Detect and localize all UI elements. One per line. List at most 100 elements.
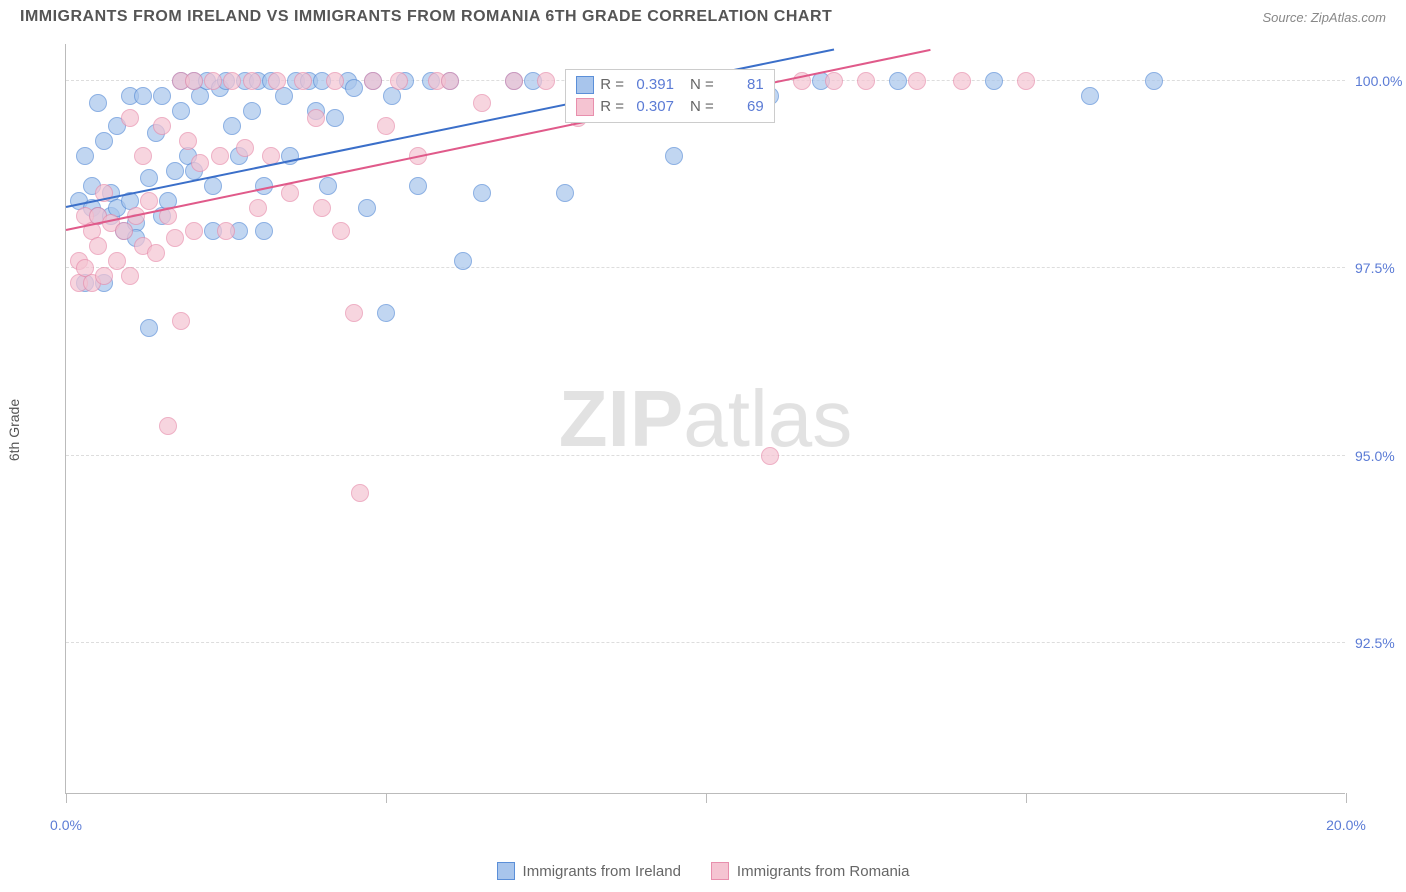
swatch-ireland [497,862,515,880]
stats-swatch [576,76,594,94]
data-point [140,192,158,210]
legend-item-ireland: Immigrants from Ireland [497,862,681,880]
data-point [351,484,369,502]
chart-container: ZIPatlas 92.5%95.0%97.5%100.0%0.0%20.0%R… [55,44,1375,804]
data-point [908,72,926,90]
data-point [95,267,113,285]
data-point [889,72,907,90]
data-point [121,267,139,285]
data-point [147,244,165,262]
y-tick-label: 92.5% [1355,635,1406,651]
data-point [89,94,107,112]
data-point [473,94,491,112]
data-point [153,117,171,135]
data-point [211,147,229,165]
data-point [223,117,241,135]
data-point [89,237,107,255]
data-point [409,177,427,195]
data-point [121,109,139,127]
source-attribution: Source: ZipAtlas.com [1262,10,1386,25]
n-value: 69 [720,98,764,115]
x-tick [386,793,387,803]
data-point [185,72,203,90]
data-point [281,184,299,202]
legend-label-ireland: Immigrants from Ireland [523,863,681,880]
data-point [134,147,152,165]
data-point [364,72,382,90]
data-point [172,102,190,120]
data-point [217,222,235,240]
x-tick-label: 0.0% [50,817,82,833]
data-point [985,72,1003,90]
data-point [108,252,126,270]
data-point [825,72,843,90]
data-point [307,109,325,127]
gridline [66,267,1345,268]
r-label: R = [600,76,624,93]
x-tick [1346,793,1347,803]
chart-header: IMMIGRANTS FROM IRELAND VS IMMIGRANTS FR… [0,0,1406,34]
data-point [761,447,779,465]
data-point [326,72,344,90]
data-point [204,177,222,195]
data-point [95,132,113,150]
data-point [255,222,273,240]
data-point [236,139,254,157]
watermark: ZIPatlas [559,373,852,465]
x-tick [1026,793,1027,803]
y-tick-label: 95.0% [1355,448,1406,464]
r-value: 0.391 [630,76,674,93]
data-point [1145,72,1163,90]
r-label: R = [600,98,624,115]
data-point [390,72,408,90]
chart-title: IMMIGRANTS FROM IRELAND VS IMMIGRANTS FR… [20,8,832,26]
data-point [1081,87,1099,105]
legend-label-romania: Immigrants from Romania [737,863,910,880]
n-label: N = [690,76,714,93]
gridline [66,455,1345,456]
data-point [345,304,363,322]
data-point [326,109,344,127]
data-point [166,229,184,247]
plot-area: ZIPatlas 92.5%95.0%97.5%100.0%0.0%20.0%R… [65,44,1345,794]
data-point [134,87,152,105]
data-point [172,312,190,330]
data-point [454,252,472,270]
n-label: N = [690,98,714,115]
data-point [115,222,133,240]
data-point [243,72,261,90]
data-point [179,132,197,150]
x-tick [706,793,707,803]
data-point [665,147,683,165]
data-point [332,222,350,240]
r-value: 0.307 [630,98,674,115]
n-value: 81 [720,76,764,93]
data-point [537,72,555,90]
bottom-legend: Immigrants from Ireland Immigrants from … [0,862,1406,880]
data-point [319,177,337,195]
data-point [313,199,331,217]
stats-row: R = 0.307 N = 69 [576,96,764,118]
data-point [223,72,241,90]
data-point [358,199,376,217]
data-point [243,102,261,120]
data-point [76,147,94,165]
data-point [153,87,171,105]
data-point [953,72,971,90]
y-tick-label: 97.5% [1355,260,1406,276]
stats-box: R = 0.391 N = 81 R = 0.307 N = 69 [565,69,775,123]
data-point [377,117,395,135]
data-point [166,162,184,180]
data-point [140,169,158,187]
y-tick-label: 100.0% [1355,73,1406,89]
x-tick-label: 20.0% [1326,817,1366,833]
stats-swatch [576,98,594,116]
data-point [268,72,286,90]
gridline [66,642,1345,643]
data-point [441,72,459,90]
data-point [159,417,177,435]
y-axis-label: 6th Grade [6,399,22,461]
swatch-romania [711,862,729,880]
data-point [473,184,491,202]
data-point [505,72,523,90]
